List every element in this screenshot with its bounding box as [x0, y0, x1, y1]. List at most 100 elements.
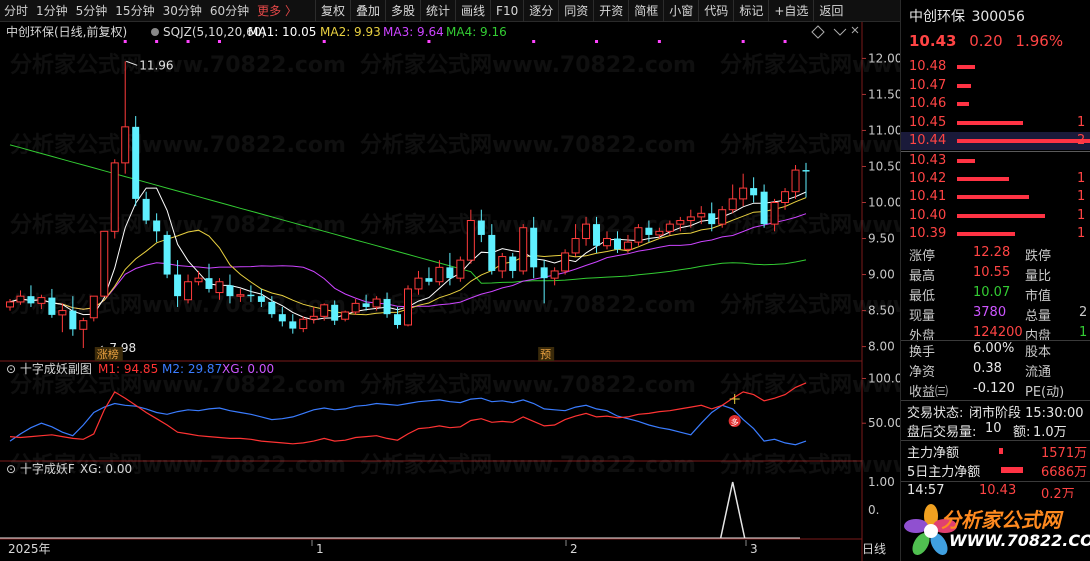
sub1-title: ⊙ 十字成妖副图	[6, 361, 92, 376]
flow-divider	[901, 440, 1090, 441]
candle-body-26	[278, 314, 286, 322]
stock-name-row: 中创环保 300056	[909, 6, 1090, 26]
watermark-15: 分析家公式网www.70822.com	[10, 452, 346, 478]
candle-body-75	[791, 169, 800, 193]
stat-label: 换手	[909, 345, 936, 360]
candle-body-50	[530, 227, 538, 268]
candle-body-33	[351, 302, 360, 313]
price-tick-label-4: 10.00	[868, 196, 900, 210]
change-pct: 1.96%	[1015, 32, 1064, 50]
site-logo: 分析家公式网 WWW.70822.COM	[901, 498, 1090, 561]
watermark-17: 分析家公式网www.70822.com	[720, 452, 900, 478]
toolbar-button-9[interactable]: 简框	[628, 0, 663, 22]
stat-label: 最高	[909, 269, 936, 284]
sub1-xg: XG: 0.00	[222, 362, 274, 376]
timeframe-1[interactable]: 1分钟	[36, 3, 68, 18]
watermark-11: 分析家公式网www.70822.com	[720, 292, 900, 318]
toolbar-button-10[interactable]: 小窗	[663, 0, 698, 22]
watermark-10: 分析家公式网www.70822.com	[360, 292, 696, 318]
toolbar-button-7[interactable]: 同资	[558, 0, 593, 22]
order-row-5[interactable]: 10.43	[901, 151, 1090, 169]
top-marker-2	[186, 40, 190, 43]
toolbar-button-13[interactable]: +自选	[768, 0, 813, 22]
price-tick-label-8: 8.00	[868, 340, 895, 354]
timeframe-5[interactable]: 60分钟	[209, 3, 250, 18]
timeframe-4[interactable]: 30分钟	[162, 3, 202, 18]
candle-body-74	[781, 191, 790, 203]
order-row-2[interactable]: 10.46	[901, 95, 1090, 113]
order-row-3[interactable]: 10.45 1	[901, 114, 1090, 132]
toolbar-button-0[interactable]: 复权	[314, 0, 350, 22]
toolbar-button-14[interactable]: 返回	[813, 0, 848, 22]
candle-body-18	[194, 277, 203, 283]
toolbar-button-5[interactable]: F10	[490, 0, 523, 22]
candle-body-6	[69, 310, 77, 330]
candle-body-45	[477, 220, 485, 235]
candle-body-66	[697, 212, 706, 218]
order-row-4[interactable]: 10.44 2	[901, 132, 1090, 151]
order-row-1[interactable]: 10.47	[901, 77, 1090, 95]
price-tick-label-7: 8.50	[868, 304, 895, 318]
m1-line	[9, 382, 807, 445]
watermark-6: 分析家公式网www.70822.com	[10, 212, 346, 238]
candle-body-3	[37, 297, 46, 304]
order-row-7[interactable]: 10.41 1	[901, 188, 1090, 206]
candle-body-21	[226, 285, 234, 297]
forecast-badge: 预	[540, 348, 551, 361]
timeframe-0[interactable]: 分时	[4, 3, 29, 18]
candle-body-23	[247, 294, 255, 297]
candle-body-24	[257, 296, 265, 302]
order-volume: 2	[1077, 133, 1086, 149]
order-row-0[interactable]: 10.48	[901, 58, 1090, 76]
candle-body-12	[132, 126, 140, 199]
quote-panel: 中创环保 300056 10.43 0.20 1.96% 10.48 10.47 1…	[900, 0, 1090, 561]
candle-body-2	[27, 296, 35, 304]
watermark-8: 分析家公式网www.70822.com	[720, 212, 900, 238]
price-tick-label-6: 9.00	[868, 268, 895, 282]
forecast-badge-bg	[538, 347, 555, 361]
xaxis-corner: 日线	[862, 542, 886, 556]
order-price: 10.43	[909, 153, 947, 168]
stat-value: 3780	[973, 305, 1007, 320]
candle-body-76	[802, 170, 810, 172]
order-row-9[interactable]: 10.39 1	[901, 225, 1090, 243]
toolbar-button-6[interactable]: 逐分	[523, 0, 558, 22]
trade-divider	[901, 400, 1090, 401]
timeframe-2[interactable]: 5分钟	[75, 3, 108, 18]
flow-label: 5日主力净额	[907, 465, 981, 480]
candle-body-58	[613, 238, 621, 250]
order-volume-bar	[957, 213, 1045, 218]
toolbar-button-11[interactable]: 代码	[698, 0, 733, 22]
xaxis-label-1: 1	[316, 542, 324, 556]
flow-label: 主力净额	[907, 446, 960, 461]
candle-body-34	[362, 303, 370, 307]
ma2-value: MA2: 9.93	[320, 25, 381, 39]
candle-body-72	[760, 191, 768, 225]
price-tick-label-2: 11.00	[868, 123, 900, 137]
crosshair-icon	[729, 394, 740, 404]
order-row-6[interactable]: 10.42 1	[901, 170, 1090, 188]
toolbar-button-12[interactable]: 标记	[733, 0, 768, 22]
stat-value: -0.120	[973, 381, 1015, 396]
top-marker-7	[595, 40, 599, 43]
indicator-name: SQJZ(5,10,20,60)	[163, 25, 266, 39]
candle-body-14	[153, 220, 161, 232]
candle-body-10	[110, 162, 119, 232]
close-icon	[851, 26, 859, 34]
toolbar-button-8[interactable]: 开资	[593, 0, 628, 22]
candle-body-48	[509, 256, 517, 271]
candle-body-63	[665, 223, 674, 232]
toolbar-button-1[interactable]: 叠加	[349, 0, 385, 22]
order-row-8[interactable]: 10.40 1	[901, 207, 1090, 225]
toolbar-button-2[interactable]: 多股	[385, 0, 420, 22]
toolbar-button-4[interactable]: 画线	[455, 0, 490, 22]
toolbar-button-3[interactable]: 统计	[420, 0, 455, 22]
price-tick-label-5: 9.50	[868, 232, 895, 246]
more-timeframes-button[interactable]: 更多 〉	[257, 3, 297, 18]
timeframe-3[interactable]: 15分钟	[115, 3, 155, 18]
stat-label-2: 股本	[1025, 345, 1052, 360]
watermark-12: 分析家公式网www.70822.com	[10, 372, 346, 398]
watermark-0: 分析家公式网www.70822.com	[10, 52, 346, 78]
order-volume-bar	[957, 102, 969, 107]
flow-bar	[1001, 467, 1023, 473]
